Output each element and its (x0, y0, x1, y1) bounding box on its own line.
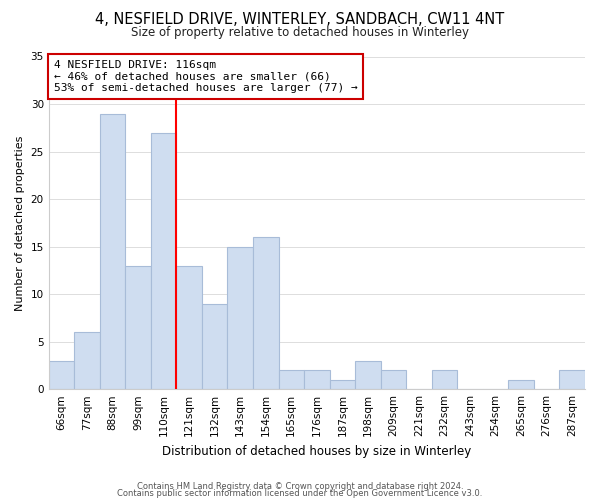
Bar (253, 237, 278, 389)
X-axis label: Distribution of detached houses by size in Winterley: Distribution of detached houses by size … (162, 444, 472, 458)
Text: 4, NESFIELD DRIVE, WINTERLEY, SANDBACH, CW11 4NT: 4, NESFIELD DRIVE, WINTERLEY, SANDBACH, … (95, 12, 505, 28)
Y-axis label: Number of detached properties: Number of detached properties (15, 135, 25, 310)
Bar (304, 370, 329, 389)
Bar (49, 360, 74, 389)
Bar (176, 266, 202, 389)
Bar (329, 380, 355, 389)
Bar (355, 360, 380, 389)
Bar (380, 370, 406, 389)
Bar (151, 132, 176, 389)
Bar (227, 246, 253, 389)
Bar (432, 370, 457, 389)
Bar (508, 380, 534, 389)
Text: 4 NESFIELD DRIVE: 116sqm
← 46% of detached houses are smaller (66)
53% of semi-d: 4 NESFIELD DRIVE: 116sqm ← 46% of detach… (54, 60, 358, 93)
Bar (202, 304, 227, 389)
Bar (100, 114, 125, 389)
Bar (559, 370, 585, 389)
Text: Contains public sector information licensed under the Open Government Licence v3: Contains public sector information licen… (118, 489, 482, 498)
Bar (125, 266, 151, 389)
Bar (278, 370, 304, 389)
Text: Size of property relative to detached houses in Winterley: Size of property relative to detached ho… (131, 26, 469, 39)
Text: Contains HM Land Registry data © Crown copyright and database right 2024.: Contains HM Land Registry data © Crown c… (137, 482, 463, 491)
Bar (74, 332, 100, 389)
